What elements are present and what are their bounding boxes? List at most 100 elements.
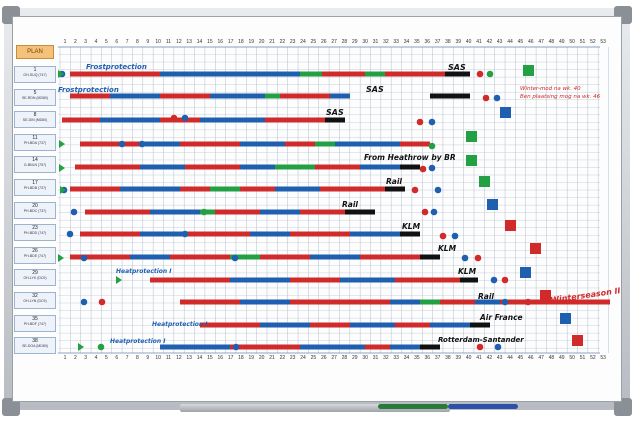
row-label: 8 SE-DIN (MD80)	[14, 111, 56, 129]
row-caption: SE-DIN (MD80)	[22, 118, 48, 123]
plan-strip	[285, 141, 315, 147]
week-number: 10	[155, 39, 161, 45]
row-label: 32 OH-LYN (DC9)	[14, 292, 56, 309]
marker-dot	[493, 94, 501, 102]
week-number: 29	[352, 39, 358, 45]
marker-dot	[486, 70, 494, 78]
week-number: 47	[538, 39, 544, 45]
flag-icon	[59, 140, 65, 148]
blue-marker[interactable]	[448, 404, 518, 409]
week-number: 43	[496, 39, 503, 45]
plan-strip	[390, 299, 420, 305]
plan-strip	[210, 93, 265, 99]
week-number: 23	[289, 355, 296, 361]
row-label: 11 PH-BDA (737)	[14, 133, 56, 151]
week-number: 22	[279, 39, 286, 45]
plan-strip	[330, 299, 390, 305]
annotation-placement: Ben plaatsing mog na wk. 46	[520, 94, 601, 100]
plan-strip	[200, 209, 215, 215]
week-number: 19	[248, 39, 255, 45]
plan-strip	[250, 231, 290, 237]
week-number: 6	[115, 355, 119, 361]
week-number: 50	[569, 355, 575, 361]
annotation-klm: KLM	[458, 267, 477, 276]
plan-strip	[62, 117, 100, 123]
frame-corner	[614, 398, 632, 416]
row-caption: OH-SUQ (747)	[23, 73, 47, 77]
week-number: 52	[590, 355, 596, 361]
plan-strip	[430, 93, 470, 99]
marker-square	[466, 131, 477, 142]
annotation-sas: SAS	[326, 108, 344, 117]
green-marker[interactable]	[378, 404, 448, 409]
annotation-rail: Rail	[342, 200, 358, 209]
week-number: 11	[165, 39, 172, 45]
plan-strip	[400, 141, 430, 147]
week-number: 31	[372, 355, 379, 361]
plan-strip	[320, 186, 385, 192]
flag-icon	[116, 276, 122, 284]
week-number: 19	[248, 355, 255, 361]
week-number: 1	[63, 39, 67, 45]
week-number: 28	[341, 355, 348, 361]
plan-strip	[350, 322, 395, 328]
marker-dot	[66, 230, 74, 238]
annotation-frostprotection: Frostprotection	[86, 63, 147, 71]
marker-dot	[181, 114, 189, 122]
plan-strip	[185, 164, 240, 170]
week-number: 47	[538, 355, 544, 361]
row-number: 26	[32, 247, 38, 254]
week-number: 49	[559, 355, 565, 361]
row-number: 23	[32, 225, 38, 232]
week-number: 49	[559, 39, 565, 45]
week-number: 35	[414, 39, 420, 45]
plan-strip	[460, 277, 478, 283]
plan-strip	[150, 209, 200, 215]
marker-tray	[180, 404, 450, 412]
plan-strip	[310, 322, 350, 328]
marker-dot	[411, 186, 419, 194]
week-number: 36	[424, 355, 431, 361]
plan-strip	[230, 344, 300, 350]
plan-strip	[215, 209, 260, 215]
plan-strip	[280, 93, 330, 99]
week-number: 52	[590, 39, 596, 45]
marker-dot	[421, 208, 429, 216]
plan-strip	[180, 299, 240, 305]
week-number: 1	[63, 355, 67, 361]
annotation-klm: KLM	[438, 244, 457, 253]
plan-strip	[325, 117, 345, 123]
annotation-heatprotection: Heatprotection I	[152, 321, 208, 328]
row-label: 23 PH-BDD (747)	[14, 224, 56, 242]
flag-icon	[58, 70, 64, 78]
plan-strip	[140, 141, 180, 147]
row-number: 8	[33, 112, 37, 119]
marker-dot	[501, 298, 509, 306]
plan-strip	[70, 186, 120, 192]
week-number: 45	[517, 355, 524, 361]
marker-dot	[419, 165, 427, 173]
marker-square	[540, 290, 551, 301]
plan-strip	[240, 164, 275, 170]
marker-dot	[181, 230, 189, 238]
marker-dot	[416, 118, 424, 126]
plan-strip	[130, 254, 170, 260]
week-number: 32	[383, 355, 389, 361]
week-number: 23	[289, 39, 296, 45]
week-number: 7	[125, 355, 129, 361]
plan-strip	[340, 277, 395, 283]
marker-dot	[200, 208, 208, 216]
plan-strip	[470, 322, 490, 328]
marker-square	[572, 335, 583, 346]
week-number: 46	[527, 39, 534, 45]
plan-strip	[170, 254, 230, 260]
row-label: 20 PH-BDC (737)	[14, 201, 56, 219]
annotation-frostprotection: Frostprotection	[58, 86, 119, 94]
row-label: 1 OH-SUQ (747)	[14, 66, 56, 83]
marker-dot	[80, 254, 88, 262]
week-number: 39	[455, 39, 462, 45]
plan-strip	[85, 209, 150, 215]
week-number: 44	[507, 355, 513, 361]
